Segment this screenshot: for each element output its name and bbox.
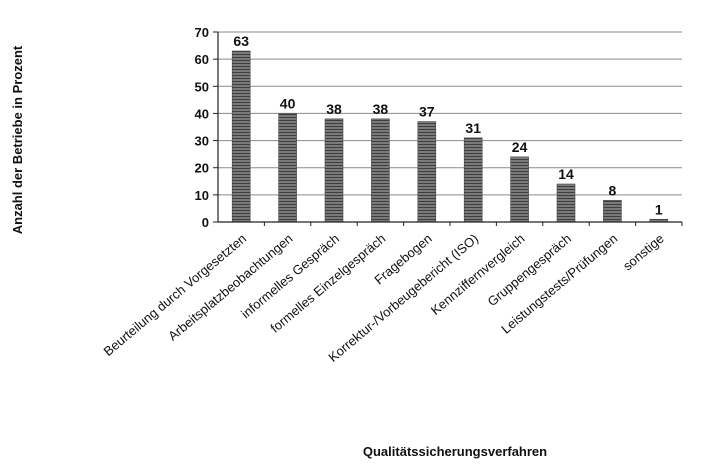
y-tick-label: 70 <box>195 25 209 40</box>
data-label: 37 <box>419 104 435 120</box>
bar <box>556 183 576 223</box>
bar <box>510 156 529 223</box>
y-tick-label: 30 <box>195 134 209 149</box>
category-label: sonstige <box>620 231 667 274</box>
bar <box>324 118 344 223</box>
bars <box>231 50 669 223</box>
category-label: Gruppengespräch <box>485 231 574 309</box>
data-label: 40 <box>280 95 296 111</box>
data-label: 14 <box>558 166 574 182</box>
data-label: 24 <box>512 139 528 155</box>
y-tick-label: 50 <box>195 79 209 94</box>
data-label: 38 <box>373 101 389 117</box>
x-axis-title: Qualitätssicherungsverfahren <box>363 444 547 459</box>
y-tick-label: 0 <box>202 215 209 230</box>
y-axis-title: Anzahl der Betriebe in Prozent <box>10 45 25 234</box>
y-tick-label: 60 <box>195 52 209 67</box>
y-tick-label: 10 <box>195 188 209 203</box>
y-tick-label: 40 <box>195 106 209 121</box>
y-tick-label: 20 <box>195 161 209 176</box>
bar <box>417 121 437 223</box>
data-label: 1 <box>655 201 663 217</box>
data-label: 38 <box>326 101 342 117</box>
bar <box>463 137 483 223</box>
data-label: 63 <box>233 33 249 49</box>
data-label: 8 <box>609 182 617 198</box>
data-label: 31 <box>465 120 481 136</box>
bar <box>231 50 251 223</box>
axes <box>213 31 683 226</box>
bar <box>278 113 297 223</box>
bar <box>371 118 390 223</box>
bar <box>603 199 622 223</box>
